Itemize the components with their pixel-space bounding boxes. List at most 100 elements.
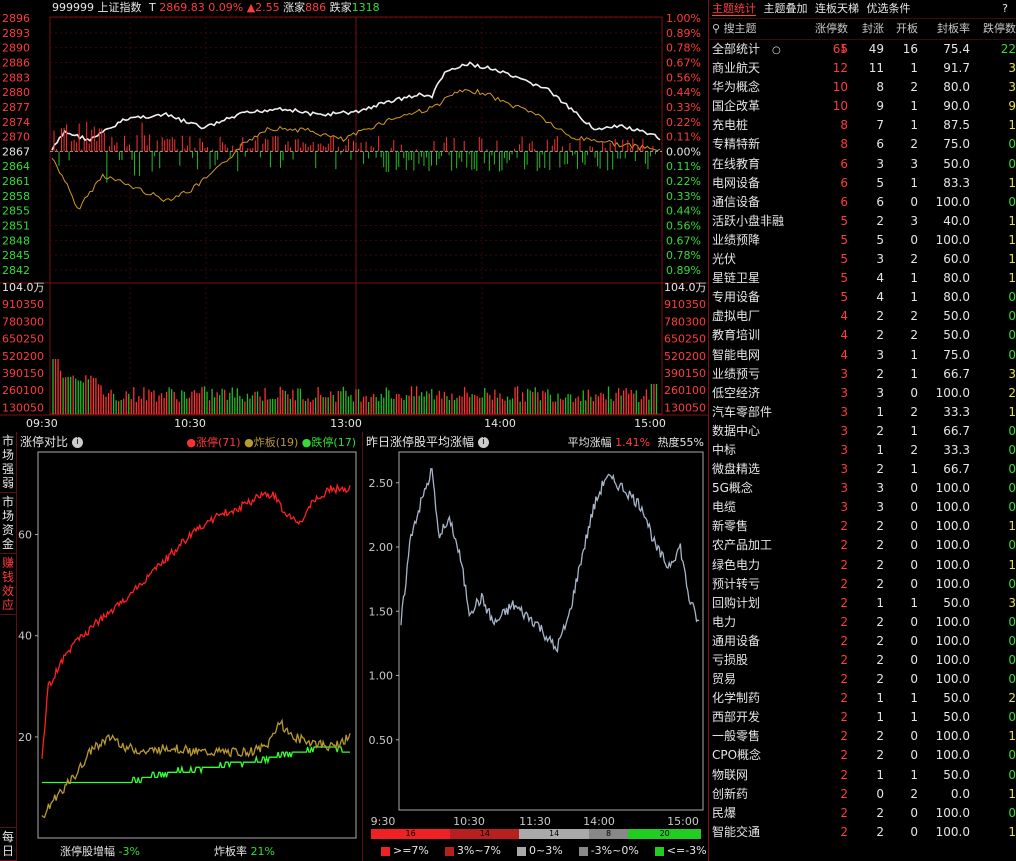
theme-name: 民爆 xyxy=(712,805,737,820)
sealed-count: 2 xyxy=(876,633,884,648)
theme-row[interactable]: CPO概念 2 2 0 100.0 0 xyxy=(709,746,1016,765)
pct-tick-label: 0.11% xyxy=(666,160,701,173)
opened-count: 0 xyxy=(910,500,918,515)
opened-count: 0 xyxy=(910,633,918,648)
side-tab-capital[interactable]: 市场资金 xyxy=(0,493,16,554)
limit-down-count: 0 xyxy=(1008,538,1016,553)
side-tab-strength[interactable]: 市场强弱 xyxy=(0,432,16,493)
side-tab-money-effect[interactable]: 赚钱效应 xyxy=(0,554,16,615)
theme-row[interactable]: 回购计划 2 1 1 50.0 3 xyxy=(709,594,1016,613)
col-limit-up[interactable]: 涨停数↓ xyxy=(815,22,848,55)
theme-row[interactable]: 中标 3 1 2 33.3 0 xyxy=(709,441,1016,460)
limit-up-count: 2 xyxy=(840,672,848,687)
theme-row[interactable]: 物联网 2 1 1 50.0 0 xyxy=(709,766,1016,785)
col-limit-down[interactable]: 跌停数 xyxy=(983,22,1016,35)
sealed-count: 5 xyxy=(876,232,884,247)
theme-row[interactable]: 智能电网 4 3 1 75.0 0 xyxy=(709,346,1016,365)
theme-row[interactable]: 贸易 2 2 0 100.0 0 xyxy=(709,670,1016,689)
limit-up-count: 4 xyxy=(840,309,848,324)
theme-row[interactable]: 一般零售 2 2 0 100.0 1 xyxy=(709,727,1016,746)
theme-row[interactable]: 国企改革 10 9 1 90.0 9 xyxy=(709,97,1016,116)
sealed-count: 3 xyxy=(876,156,884,171)
theme-row[interactable]: 电力 2 2 0 100.0 0 xyxy=(709,613,1016,632)
refresh-icon[interactable]: ○ xyxy=(772,45,781,56)
opened-count: 0 xyxy=(910,653,918,667)
pct-tick-label: 0.22% xyxy=(666,116,701,129)
x-tick-label: 14:00 xyxy=(238,842,270,843)
sealed-count: 2 xyxy=(876,519,884,534)
volume-tick-label: 910350 xyxy=(2,298,44,311)
col-seal-rate[interactable]: 封板率 xyxy=(937,22,970,35)
help-button[interactable]: ? xyxy=(1002,2,1008,15)
search-box[interactable]: ⚲ 搜主题 xyxy=(709,19,808,39)
theme-row[interactable]: 新零售 2 2 0 100.0 1 xyxy=(709,517,1016,536)
pct-tick-label: 0.56% xyxy=(666,71,701,84)
theme-row[interactable]: 农产品加工 2 2 0 100.0 0 xyxy=(709,536,1016,555)
theme-row[interactable]: 通用设备 2 2 0 100.0 0 xyxy=(709,632,1016,651)
theme-row[interactable]: 业绩预亏 3 2 1 66.7 3 xyxy=(709,365,1016,384)
info-icon[interactable]: i xyxy=(71,437,83,448)
search-input[interactable]: 搜主题 xyxy=(723,22,757,35)
theme-row[interactable]: 汽车零部件 3 1 2 33.3 1 xyxy=(709,403,1016,422)
theme-row[interactable]: 电网设备 6 5 1 83.3 1 xyxy=(709,174,1016,193)
y-tick-label: 1.00 xyxy=(369,670,394,683)
sealed-count: 2 xyxy=(876,423,884,438)
theme-name: 微盘精选 xyxy=(712,462,761,477)
theme-row[interactable]: 5G概念 3 3 0 100.0 0 xyxy=(709,479,1016,498)
opened-count: 3 xyxy=(910,156,918,171)
info-icon[interactable]: i xyxy=(477,437,489,448)
theme-row[interactable]: 充电桩 8 7 1 87.5 1 xyxy=(709,116,1016,135)
col-opened[interactable]: 开板 xyxy=(896,22,918,35)
theme-row[interactable]: 西部开发 2 1 1 50.0 0 xyxy=(709,708,1016,727)
tab-theme-overlay[interactable]: 主题叠加 xyxy=(763,2,808,15)
theme-row[interactable]: 虚拟电厂 4 2 2 50.0 0 xyxy=(709,307,1016,326)
theme-row[interactable]: 华为概念 10 8 2 80.0 3 xyxy=(709,78,1016,97)
theme-row[interactable]: 星链卫星 5 4 1 80.0 1 xyxy=(709,269,1016,288)
limit-down-count: 0 xyxy=(1008,290,1016,305)
sealed-count: 8 xyxy=(876,80,884,95)
tab-conditions[interactable]: 优选条件 xyxy=(866,2,911,15)
theme-row[interactable]: 通信设备 6 6 0 100.0 0 xyxy=(709,193,1016,212)
theme-name: 电力 xyxy=(712,614,737,629)
theme-row[interactable]: 绿色电力 2 2 0 100.0 1 xyxy=(709,556,1016,575)
seal-rate: 100.0 xyxy=(935,729,970,744)
theme-row[interactable]: 数据中心 3 2 1 66.7 0 xyxy=(709,422,1016,441)
theme-row[interactable]: 商业航天 12 11 1 91.7 3 xyxy=(709,59,1016,78)
pct-tick-label: 0.22% xyxy=(666,175,701,188)
limit-compare-chart: 60 40 20 9:30 10:30 11:30 14:00 15:00 xyxy=(18,451,357,843)
theme-row[interactable]: 亏损股 2 2 0 100.0 0 xyxy=(709,651,1016,670)
distribution-segment: 20 xyxy=(628,829,701,839)
tab-ladder[interactable]: 连板天梯 xyxy=(815,2,859,15)
price-tick-label: 2893 xyxy=(2,27,30,40)
theme-row[interactable]: 活跃小盘非融 5 2 3 40.0 1 xyxy=(709,212,1016,231)
theme-row[interactable]: 民爆 2 2 0 100.0 0 xyxy=(709,804,1016,823)
theme-row[interactable]: 化学制药 2 1 1 50.0 2 xyxy=(709,689,1016,708)
theme-row[interactable]: 业绩预降 5 5 0 100.0 1 xyxy=(709,231,1016,250)
theme-row[interactable]: 专用设备 5 4 1 80.0 0 xyxy=(709,288,1016,307)
sealed-count: 2 xyxy=(876,805,884,820)
seal-rate: 50.0 xyxy=(943,328,970,343)
theme-row[interactable]: 教育培训 4 2 2 50.0 0 xyxy=(709,326,1016,345)
y-tick-label: 1.50 xyxy=(369,605,394,618)
opened-count: 0 xyxy=(910,232,918,247)
intraday-chart[interactable]: 999999 上证指数 T 2869.83 0.09% ▲2.55 涨家886 … xyxy=(0,0,708,432)
theme-row[interactable]: 在线教育 6 3 3 50.0 0 xyxy=(709,155,1016,174)
theme-row[interactable]: 微盘精选 3 2 1 66.7 0 xyxy=(709,460,1016,479)
theme-name: CPO概念 xyxy=(712,748,762,763)
theme-row[interactable]: 创新药 2 0 2 0.0 1 xyxy=(709,785,1016,804)
theme-row[interactable]: 光伏 5 3 2 60.0 1 xyxy=(709,250,1016,269)
col-sealed[interactable]: 封涨 xyxy=(862,22,884,35)
side-tab-daily[interactable]: 每日 xyxy=(0,827,16,861)
theme-row[interactable]: 电缆 3 3 0 100.0 0 xyxy=(709,498,1016,517)
limit-up-count: 2 xyxy=(840,519,848,534)
theme-row[interactable]: 专精特新 8 6 2 75.0 0 xyxy=(709,135,1016,154)
tab-theme-stats[interactable]: 主题统计 xyxy=(712,2,756,16)
sealed-count: 2 xyxy=(876,653,884,667)
volume-tick-label: 260100 xyxy=(2,384,44,397)
theme-row[interactable]: 低空经济 3 3 0 100.0 2 xyxy=(709,384,1016,403)
limit-up-count: 2 xyxy=(840,710,848,725)
theme-row[interactable]: 预计转亏 2 2 0 100.0 0 xyxy=(709,575,1016,594)
theme-row[interactable]: 智能交通 2 2 0 100.0 1 xyxy=(709,823,1016,842)
theme-row[interactable]: 全部统计 ○ 65 49 16 75.4 22 xyxy=(709,40,1016,59)
opened-count: 2 xyxy=(910,786,918,801)
